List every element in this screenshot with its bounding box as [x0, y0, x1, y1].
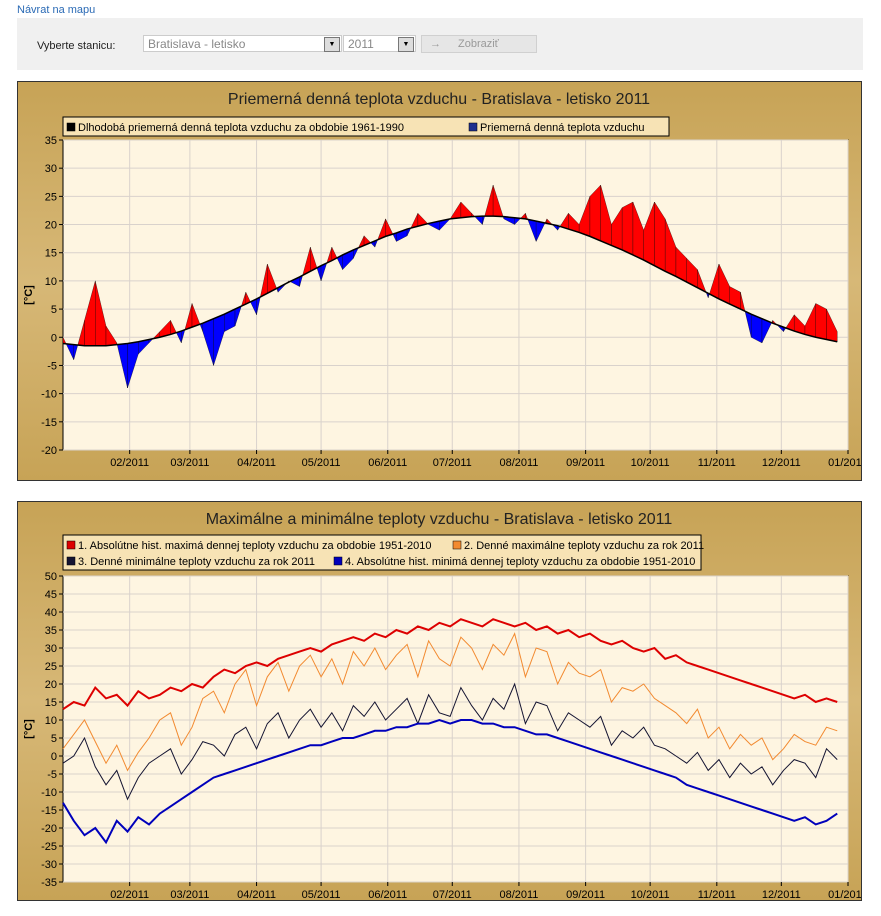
y-tick-label: -35: [41, 877, 57, 889]
year-select[interactable]: 2011 ▼: [343, 35, 416, 52]
series-line-2: [62, 632, 838, 772]
x-tick-label: 11/2011: [698, 889, 736, 900]
y-tick-label: 40: [45, 607, 57, 619]
x-tick-label: 09/2011: [566, 457, 605, 469]
legend-box: [62, 116, 670, 137]
x-tick-label: 11/2011: [698, 457, 736, 469]
y-tick-label: 5: [51, 733, 57, 745]
y-tick-label: 50: [45, 571, 57, 583]
station-value: Bratislava - letisko: [148, 37, 246, 51]
x-tick-label: 07/2011: [433, 889, 472, 900]
legend-swatch: [333, 556, 343, 566]
y-tick-label: 25: [45, 661, 57, 673]
x-tick-label: 08/2011: [499, 889, 538, 900]
x-tick-label: 05/2011: [302, 889, 341, 900]
legend-label: 4. Absolútne hist. minimá dennej teploty…: [345, 556, 695, 568]
x-tick-label: 01/2012: [828, 457, 861, 469]
y-tick-label: -20: [41, 823, 57, 835]
y-tick-label: -10: [41, 389, 57, 401]
y-tick-label: -15: [41, 805, 57, 817]
y-tick-label: 15: [45, 248, 57, 260]
legend-label: 2. Denné maximálne teploty vzduchu za ro…: [464, 540, 704, 552]
max-min-temperature-chart: Maximálne a minimálne teploty vzduchu - …: [17, 501, 868, 901]
y-tick-label: 45: [45, 589, 57, 601]
x-tick-label: 02/2011: [110, 889, 149, 900]
x-tick-label: 01/2012: [828, 889, 861, 900]
legend-label: 1. Absolútne hist. maximá dennej teploty…: [78, 540, 431, 552]
y-tick-label: 20: [45, 679, 57, 691]
y-tick-label: 25: [45, 191, 57, 203]
y-tick-label: 0: [51, 332, 57, 344]
series-line-4: [62, 718, 838, 845]
station-label: Vyberte stanicu:: [37, 40, 116, 52]
series-line-1: [62, 618, 838, 711]
x-tick-label: 03/2011: [170, 889, 209, 900]
x-tick-label: 10/2011: [631, 457, 670, 469]
y-tick-label: -20: [41, 445, 57, 457]
y-axis-label: [°C]: [23, 719, 35, 739]
x-tick-label: 03/2011: [170, 457, 209, 469]
y-tick-label: -5: [47, 360, 57, 372]
y-tick-label: -30: [41, 859, 57, 871]
x-tick-label: 04/2011: [237, 889, 276, 900]
x-tick-label: 08/2011: [499, 457, 538, 469]
y-tick-label: 5: [51, 304, 57, 316]
y-tick-label: -10: [41, 787, 57, 799]
max-min-temperature-svg: Maximálne a minimálne teploty vzduchu - …: [23, 511, 868, 901]
station-select[interactable]: Bratislava - letisko ▼: [143, 35, 342, 52]
mean-temperature-chart: Priemerná denná teplota vzduchu - Bratis…: [17, 81, 868, 481]
show-button-label: Zobraziť: [458, 38, 499, 50]
back-to-map-link[interactable]: Návrat na mapu: [17, 4, 96, 16]
y-axis-label: [°C]: [23, 285, 35, 305]
x-tick-label: 10/2011: [631, 889, 670, 900]
chevron-down-icon[interactable]: ▼: [324, 37, 340, 52]
legend-swatch: [66, 556, 76, 566]
legend-label: 3. Denné minimálne teploty vzduchu za ro…: [78, 556, 315, 568]
y-tick-label: 35: [45, 135, 57, 147]
legend-box: [62, 534, 702, 571]
mean-temperature-svg: Priemerná denná teplota vzduchu - Bratis…: [23, 91, 868, 469]
y-tick-label: 10: [45, 715, 57, 727]
y-tick-label: 20: [45, 220, 57, 232]
y-tick-label: 0: [51, 751, 57, 763]
year-value: 2011: [348, 37, 374, 51]
legend-label: Dlhodobá priemerná denná teplota vzduchu…: [78, 122, 404, 134]
x-tick-label: 09/2011: [566, 889, 605, 900]
y-tick-label: 35: [45, 625, 57, 637]
x-tick-label: 06/2011: [368, 457, 407, 469]
y-tick-label: 30: [45, 163, 57, 175]
x-tick-label: 07/2011: [433, 457, 472, 469]
show-button[interactable]: → Zobraziť: [421, 35, 537, 53]
chart-title: Maximálne a minimálne teploty vzduchu - …: [206, 511, 673, 528]
series-line-3: [62, 682, 838, 801]
y-tick-label: 30: [45, 643, 57, 655]
x-tick-label: 06/2011: [368, 889, 407, 900]
arrow-right-icon: →: [430, 38, 441, 50]
longterm-mean-line: [62, 215, 838, 347]
legend-swatch: [66, 122, 76, 132]
legend-swatch: [452, 540, 462, 550]
filter-panel: Vyberte stanicu: Bratislava - letisko ▼ …: [17, 18, 863, 70]
chart-title: Priemerná denná teplota vzduchu - Bratis…: [228, 91, 650, 108]
chevron-down-icon[interactable]: ▼: [398, 37, 414, 52]
legend-swatch: [468, 122, 478, 132]
above-normal-area: [815, 303, 827, 340]
y-tick-label: -25: [41, 841, 57, 853]
y-tick-label: -5: [47, 769, 57, 781]
x-tick-label: 12/2011: [762, 457, 801, 469]
legend-swatch: [66, 540, 76, 550]
x-tick-label: 12/2011: [762, 889, 801, 900]
x-tick-label: 05/2011: [302, 457, 341, 469]
y-tick-label: 10: [45, 276, 57, 288]
x-tick-label: 02/2011: [110, 457, 149, 469]
legend-label: Priemerná denná teplota vzduchu: [480, 122, 645, 134]
y-tick-label: -15: [41, 417, 57, 429]
above-normal-area: [622, 201, 634, 256]
y-tick-label: 15: [45, 697, 57, 709]
x-tick-label: 04/2011: [237, 457, 276, 469]
